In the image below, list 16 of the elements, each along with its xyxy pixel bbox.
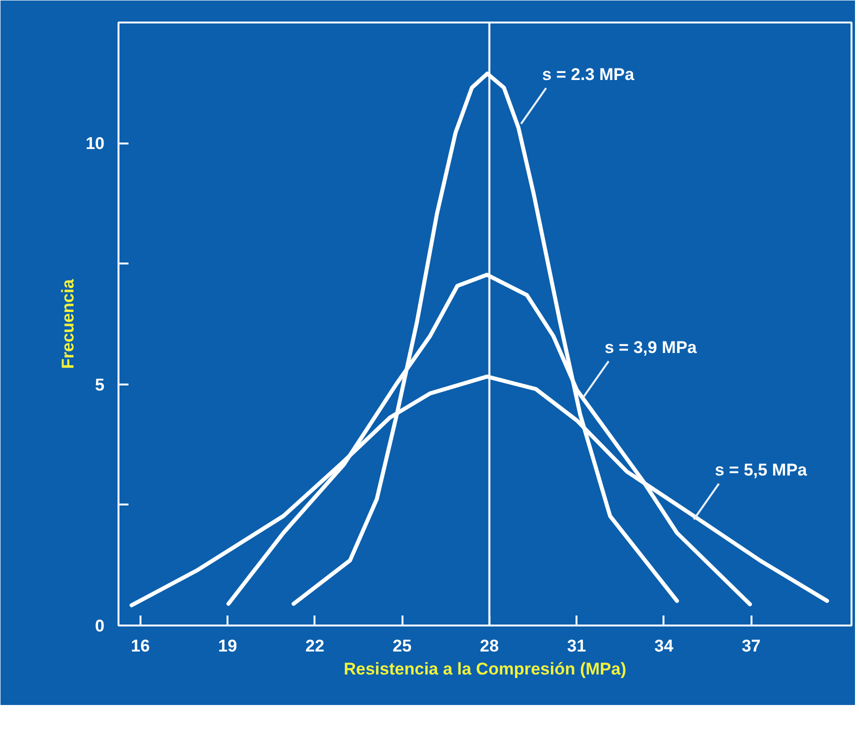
y-tick-label: 0 — [95, 616, 105, 636]
x-tick-label: 34 — [654, 636, 674, 656]
x-tick-label: 16 — [130, 636, 150, 656]
annotation: s = 2.3 MPa — [542, 65, 635, 84]
y-tick-label: 5 — [95, 375, 105, 394]
annotation: s = 3,9 MPa — [604, 338, 698, 358]
y-axis-title: Frecuencia — [58, 278, 78, 369]
x-axis-title: Resistencia a la Compresión (MPa) — [344, 660, 626, 678]
x-tick-label: 31 — [567, 636, 586, 656]
x-tick-label: 28 — [480, 636, 499, 656]
x-tick-label: 22 — [305, 636, 324, 656]
x-tick-label: 37 — [742, 636, 761, 656]
annotation: s = 5,5 MPa — [714, 460, 808, 480]
x-tick-label: 25 — [392, 636, 412, 656]
x-tick-label: 19 — [218, 636, 238, 656]
y-tick-label: 10 — [86, 134, 105, 154]
